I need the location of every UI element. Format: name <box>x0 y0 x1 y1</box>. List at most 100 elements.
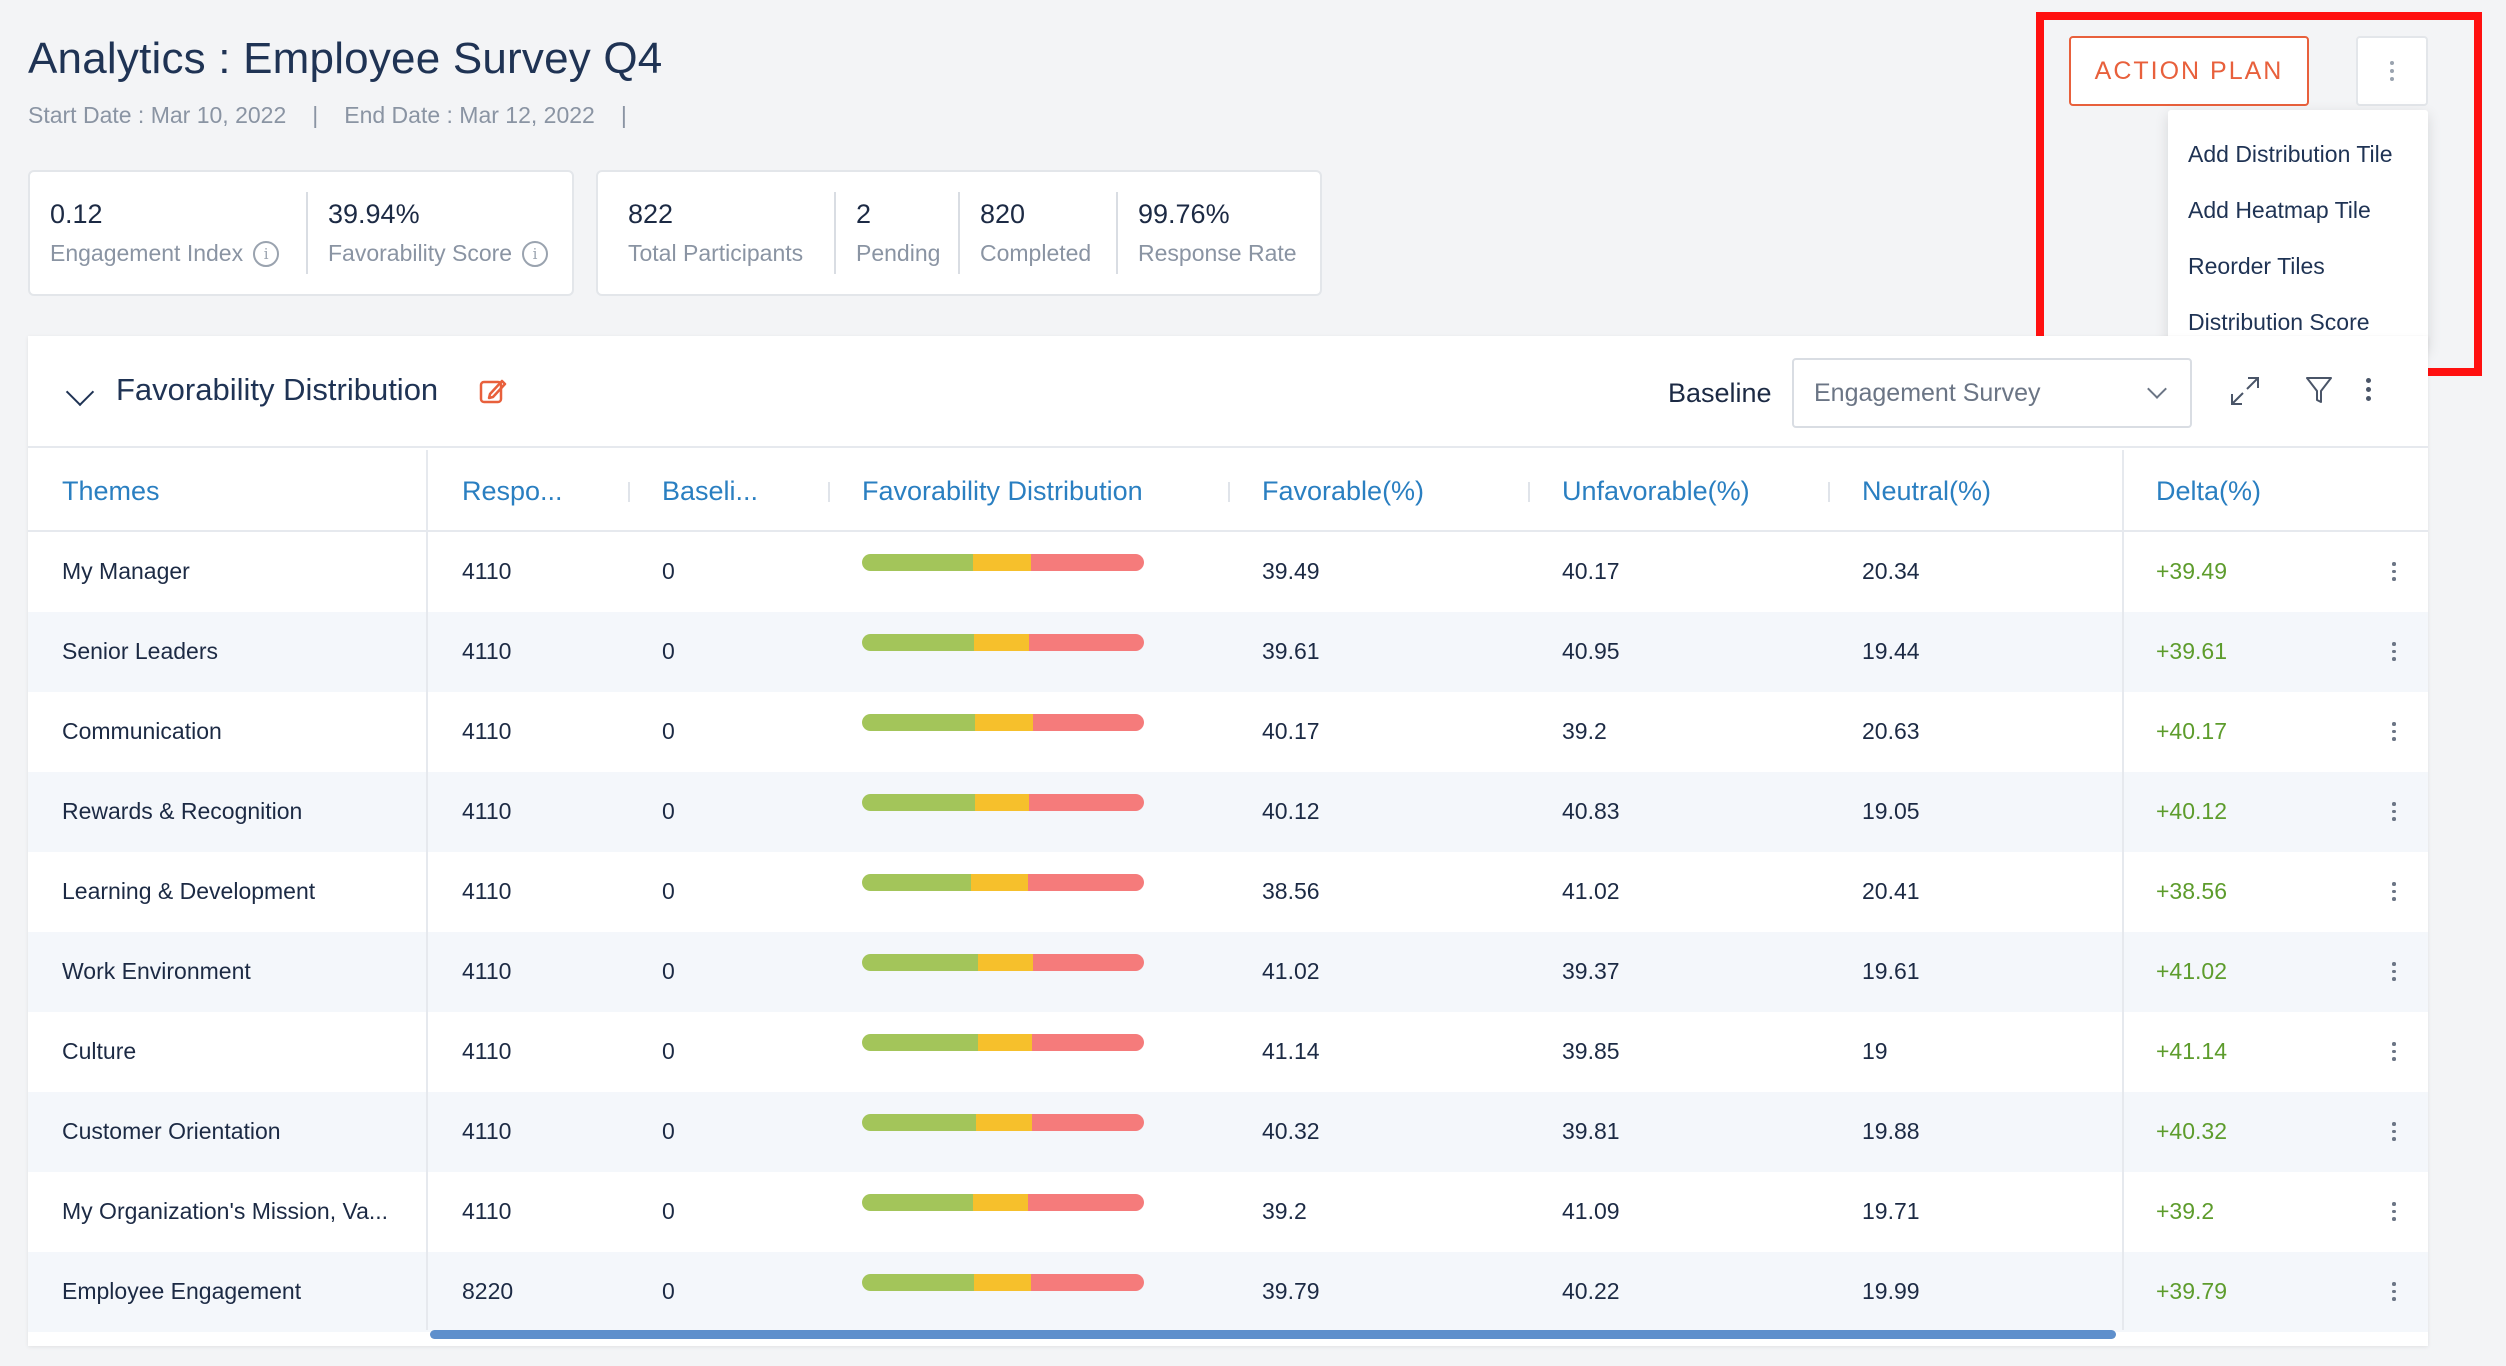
favorable-cell: 38.56 <box>1262 878 1320 904</box>
favorable-segment <box>862 1114 976 1131</box>
column-header-themes[interactable]: Themes <box>62 476 160 506</box>
unfavorable-segment <box>1031 1114 1144 1131</box>
row-more-icon[interactable] <box>2392 1042 2396 1061</box>
favorability-distribution-bar[interactable] <box>862 874 1144 891</box>
delta-cell: +40.17 <box>2156 718 2227 744</box>
favorability-distribution-bar[interactable] <box>862 1034 1144 1051</box>
row-more-icon[interactable] <box>2392 1122 2396 1141</box>
neutral-segment <box>975 714 1034 731</box>
table-row[interactable]: Work Environment 4110 0 41.02 39.37 19.61 +41.… <box>28 932 2428 1012</box>
info-icon[interactable]: i <box>522 240 549 267</box>
total-participants-label: Total Participants <box>628 240 804 266</box>
delta-cell: +41.02 <box>2156 958 2227 984</box>
column-header-favorability-distribution[interactable]: Favorability Distribution <box>862 476 1143 506</box>
panel-more-icon[interactable] <box>2366 378 2371 401</box>
favorability-distribution-bar[interactable] <box>862 1274 1144 1291</box>
responses-cell: 4110 <box>462 718 512 744</box>
action-plan-button[interactable]: ACTION PLAN <box>2069 36 2309 106</box>
menu-item-add-distribution-tile[interactable]: Add Distribution Tile <box>2188 140 2393 167</box>
unfavorable-segment <box>1028 794 1144 811</box>
row-more-icon[interactable] <box>2392 722 2396 741</box>
favorability-distribution-bar[interactable] <box>862 554 1144 571</box>
favorable-cell: 39.2 <box>1262 1198 1307 1224</box>
pending-stat: 2 Pending <box>834 192 958 274</box>
column-header-unfavorable[interactable]: Unfavorable(%) <box>1562 476 1750 506</box>
pending-label: Pending <box>856 240 941 266</box>
table-row[interactable]: Senior Leaders 4110 0 39.61 40.95 19.44 +39.61 <box>28 612 2428 692</box>
unfavorable-cell: 40.22 <box>1562 1278 1620 1304</box>
favorability-distribution-bar[interactable] <box>862 714 1144 731</box>
favorability-distribution-bar[interactable] <box>862 954 1144 971</box>
edit-icon[interactable] <box>478 376 508 411</box>
favorable-segment <box>862 554 974 571</box>
vertical-dots-icon <box>2392 1042 2396 1061</box>
frozen-column-divider <box>426 450 428 1330</box>
column-separator <box>1828 482 1830 502</box>
vertical-dots-icon <box>2392 642 2396 661</box>
theme-cell: Customer Orientation <box>62 1118 281 1144</box>
row-more-icon[interactable] <box>2392 802 2396 821</box>
column-header-baseline[interactable]: Baseli... <box>662 476 759 506</box>
neutral-cell: 19.44 <box>1862 638 1920 664</box>
unfavorable-cell: 40.95 <box>1562 638 1620 664</box>
table-row[interactable]: Employee Engagement 8220 0 39.79 40.22 19.99 +… <box>28 1252 2428 1332</box>
row-more-icon[interactable] <box>2392 1202 2396 1221</box>
theme-cell: My Manager <box>62 558 190 584</box>
column-header-responses[interactable]: Respo... <box>462 476 563 506</box>
column-separator <box>1228 482 1230 502</box>
unfavorable-segment <box>1028 1194 1144 1211</box>
baseline-cell: 0 <box>662 958 675 984</box>
horizontal-scrollbar[interactable] <box>430 1330 2116 1339</box>
vertical-dots-icon <box>2392 1282 2396 1301</box>
row-more-icon[interactable] <box>2392 962 2396 981</box>
column-header-delta[interactable]: Delta(%) <box>2156 476 2262 506</box>
row-more-icon[interactable] <box>2392 882 2396 901</box>
baseline-select[interactable]: Engagement Survey <box>1792 358 2192 428</box>
baseline-cell: 0 <box>662 1198 675 1224</box>
table-row[interactable]: Communication 4110 0 40.17 39.2 20.63 +40.17 <box>28 692 2428 772</box>
row-more-icon[interactable] <box>2392 642 2396 661</box>
engagement-index-label: Engagement Index <box>50 240 244 266</box>
more-options-button[interactable] <box>2356 36 2428 106</box>
theme-cell: Culture <box>62 1038 137 1064</box>
collapse-chevron-icon[interactable] <box>65 377 95 407</box>
column-header-neutral[interactable]: Neutral(%) <box>1862 476 1992 506</box>
baseline-cell: 0 <box>662 1118 675 1144</box>
unfavorable-segment <box>1031 1034 1144 1051</box>
favorability-distribution-bar[interactable] <box>862 1194 1144 1211</box>
survey-dates: Start Date : Mar 10, 2022 | End Date : M… <box>28 102 627 129</box>
menu-item-add-heatmap-tile[interactable]: Add Heatmap Tile <box>2188 196 2371 223</box>
favorability-distribution-bar[interactable] <box>862 634 1144 651</box>
favorable-segment <box>862 794 976 811</box>
neutral-segment <box>973 554 1031 571</box>
column-header-favorable[interactable]: Favorable(%) <box>1262 476 1425 506</box>
row-more-icon[interactable] <box>2392 562 2396 581</box>
delta-cell: +38.56 <box>2156 878 2227 904</box>
table-row[interactable]: My Organization's Mission, Va... 4110 0 39.… <box>28 1172 2428 1252</box>
favorability-score-label: Favorability Score <box>328 240 513 266</box>
favorability-distribution-bar[interactable] <box>862 1114 1144 1131</box>
table-row[interactable]: Culture 4110 0 41.14 39.85 19 +41.14 <box>28 1012 2428 1092</box>
info-icon[interactable]: i <box>253 240 280 267</box>
favorable-cell: 40.17 <box>1262 718 1320 744</box>
menu-item-distribution-score[interactable]: Distribution Score <box>2188 308 2370 335</box>
menu-item-reorder-tiles[interactable]: Reorder Tiles <box>2188 252 2325 279</box>
baseline-cell: 0 <box>662 1278 675 1304</box>
table-row[interactable]: Rewards & Recognition 4110 0 40.12 40.83 19.0… <box>28 772 2428 852</box>
favorable-cell: 41.14 <box>1262 1038 1320 1064</box>
delta-cell: +40.12 <box>2156 798 2227 824</box>
expand-icon[interactable] <box>2228 374 2262 413</box>
table-row[interactable]: My Manager 4110 0 39.49 40.17 20.34 +39.49 <box>28 532 2428 612</box>
table-row[interactable]: Customer Orientation 4110 0 40.32 39.81 19.88… <box>28 1092 2428 1172</box>
unfavorable-segment <box>1032 954 1144 971</box>
theme-cell: Learning & Development <box>62 878 316 904</box>
unfavorable-cell: 41.09 <box>1562 1198 1620 1224</box>
column-separator <box>828 482 830 502</box>
table-row[interactable]: Learning & Development 4110 0 38.56 41.02 20.… <box>28 852 2428 932</box>
column-separator <box>628 482 630 502</box>
filter-icon[interactable] <box>2304 374 2334 411</box>
row-more-icon[interactable] <box>2392 1282 2396 1301</box>
unfavorable-cell: 40.83 <box>1562 798 1620 824</box>
favorability-distribution-bar[interactable] <box>862 794 1144 811</box>
responses-cell: 4110 <box>462 798 512 824</box>
